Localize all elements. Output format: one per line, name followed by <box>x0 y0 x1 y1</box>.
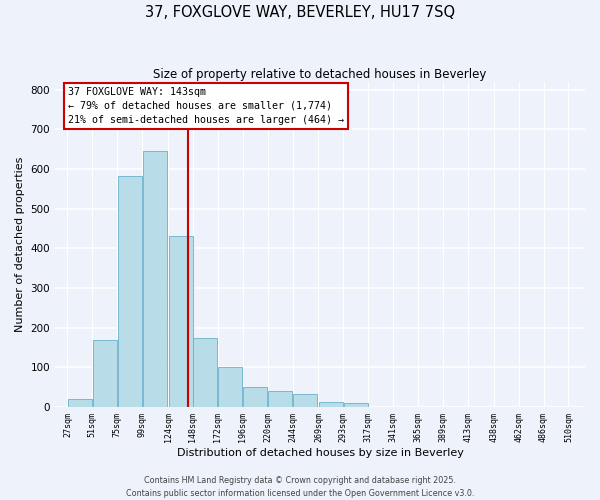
Bar <box>268 391 292 407</box>
Y-axis label: Number of detached properties: Number of detached properties <box>15 156 25 332</box>
Bar <box>68 399 92 407</box>
Bar <box>319 402 343 407</box>
Bar <box>344 403 368 407</box>
Bar <box>293 394 317 407</box>
Bar <box>118 176 142 407</box>
Bar <box>143 151 167 407</box>
Text: 37 FOXGLOVE WAY: 143sqm
← 79% of detached houses are smaller (1,774)
21% of semi: 37 FOXGLOVE WAY: 143sqm ← 79% of detache… <box>68 86 344 124</box>
Bar <box>218 367 242 407</box>
Title: Size of property relative to detached houses in Beverley: Size of property relative to detached ho… <box>154 68 487 80</box>
Text: Contains HM Land Registry data © Crown copyright and database right 2025.
Contai: Contains HM Land Registry data © Crown c… <box>126 476 474 498</box>
Bar <box>193 338 217 407</box>
Bar <box>243 387 267 407</box>
Bar <box>169 236 193 407</box>
X-axis label: Distribution of detached houses by size in Beverley: Distribution of detached houses by size … <box>176 448 463 458</box>
Bar <box>93 340 117 407</box>
Text: 37, FOXGLOVE WAY, BEVERLEY, HU17 7SQ: 37, FOXGLOVE WAY, BEVERLEY, HU17 7SQ <box>145 5 455 20</box>
